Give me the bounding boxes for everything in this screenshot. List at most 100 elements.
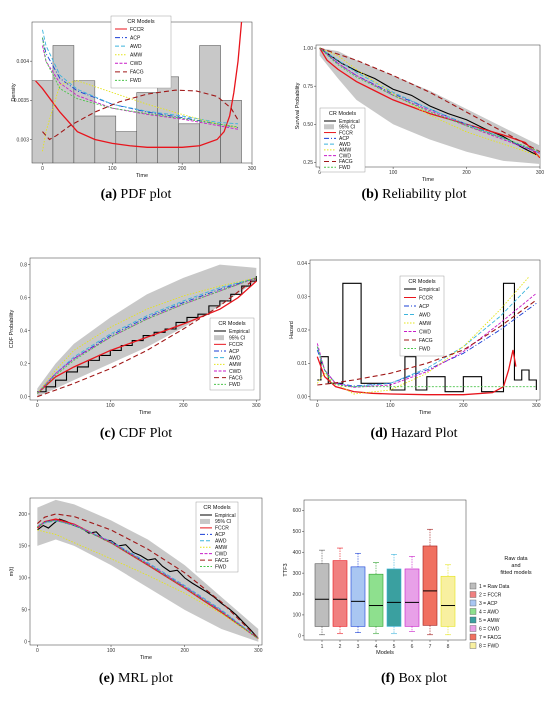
box-chart: 0 100 200 300 400 500 600 1 2 3 4 5 6 7 8 Models TTF3 Raw… [283,499,532,656]
plot-area [36,499,259,642]
confidence-band [37,499,259,642]
plot-area [316,276,537,396]
cdf-chart: 0.0 0.2 0.4 0.6 0.8 0 100 200 300 Time CDF Probabi… [9,257,261,416]
histogram-bar [178,123,200,163]
histogram-bar [199,45,221,163]
legend-label: FCCR [215,526,229,532]
legend-swatch-ci [200,518,210,524]
y-tick-label: 600 [293,508,302,514]
y-axis-label: TTF3 [283,563,289,576]
series-line-fccr [316,349,517,396]
series-line-amw [36,277,257,394]
x-tick-label: 1 [321,644,324,650]
legend-label: CWD [339,153,351,159]
y-axis-label: m(t) [9,566,15,576]
x-tick-label: 200 [462,170,471,176]
legend-label: FWD [229,382,241,388]
legend-label: 2 = FCCR [479,593,502,599]
hazard-chart: 0.00 0.01 0.02 0.03 0.04 0 100 200 300 Time Hazard… [289,259,541,416]
legend-swatch [469,582,477,590]
legend-label: CWD [130,61,142,67]
legend-title: fitted models [500,570,531,576]
legend-label: FWD [215,564,227,570]
series-line-fccr [319,47,540,159]
series-line-fwd [37,519,259,639]
y-tick-label: 0.8 [20,262,27,268]
series-line-cwd [319,47,540,154]
legend-label: 3 = ACP [479,601,498,607]
legend-label: 95% CI [215,519,231,525]
y-axis-label: Density [11,83,17,102]
x-tick-label: 300 [532,403,541,409]
caption-hazard: (d) Hazard Plot [370,426,458,441]
y-tick-label: 0.004 [16,59,29,65]
legend-label: FCCR [419,295,433,301]
plot-area [314,528,456,636]
legend-label: 8 = FWD [479,644,499,650]
box-body [314,563,330,627]
histogram-bar [136,92,158,163]
legend-label: Empirical [339,119,360,125]
caption-cdf: (c) CDF Plot [99,426,173,441]
series-line-awd [36,277,257,394]
legend-title: CR Models [329,111,356,117]
x-axis-label: Time [422,177,434,183]
legend-title: and [511,563,520,569]
series-line-awd [37,520,259,639]
caption-mrl: (e) MRL plot [98,671,174,686]
reliability-chart: 0.25 0.50 0.75 1.00 0 100 200 300 Time Survival P… [295,44,544,183]
box-body [386,568,402,627]
legend-label: FACG [419,338,433,344]
legend-label: 5 = AMW [479,618,500,624]
legend-label: AWD [130,44,142,50]
box-body [404,568,420,627]
x-tick-label: 300 [248,166,257,172]
y-tick-label: 0.4 [20,328,27,334]
series-line-empirical [319,47,537,156]
series-line-amw [319,47,540,157]
x-tick-label: 100 [389,170,398,176]
y-axis-label: CDF Probability [9,309,15,348]
legend-swatch-ci [324,124,334,130]
x-tick-label: 5 [393,644,396,650]
legend-label: AWD [215,539,227,545]
legend-label: Empirical [419,287,440,293]
legend-label: Empirical [229,329,250,335]
legend-swatch-ci [214,335,224,341]
legend-label: FWD [339,165,351,171]
x-tick-label: 100 [108,166,117,172]
plot-area [36,264,257,398]
y-tick-label: 0.01 [297,361,307,367]
legend-label: ACP [229,349,240,355]
x-axis-label: Models [376,650,394,656]
y-tick-label: 0.0 [20,394,27,400]
box-body [350,566,366,627]
y-tick-label: 0.04 [297,261,307,267]
x-tick-label: 100 [386,403,395,409]
legend-label: FWD [130,78,142,84]
legend-label: FACG [339,159,353,165]
series-line-fwd [36,277,257,394]
y-tick-label: 300 [293,571,302,577]
caption-reliability: (b) Reliability plot [361,187,467,202]
legend-label: 6 = CWD [479,627,500,633]
box-body [332,560,348,627]
legend-swatch [469,591,477,598]
legend-label: FCCR [130,27,144,33]
x-tick-label: 2 [339,644,342,650]
legend-box [110,15,172,89]
x-axis-label: Time [136,173,148,179]
y-tick-label: 500 [293,529,302,535]
x-tick-label: 8 [447,644,450,650]
caption-box: (f) Box plot [380,671,448,686]
legend-swatch [469,642,477,649]
legend-swatch [469,625,477,632]
confidence-band [37,264,257,397]
legend-label: ACP [215,532,226,538]
y-tick-label: 0 [24,640,27,646]
x-tick-label: 100 [106,403,115,409]
y-tick-label: 0.03 [297,294,307,300]
box-body [440,575,456,627]
y-tick-label: 0.00 [297,394,307,400]
legend-label: ACP [130,35,141,41]
